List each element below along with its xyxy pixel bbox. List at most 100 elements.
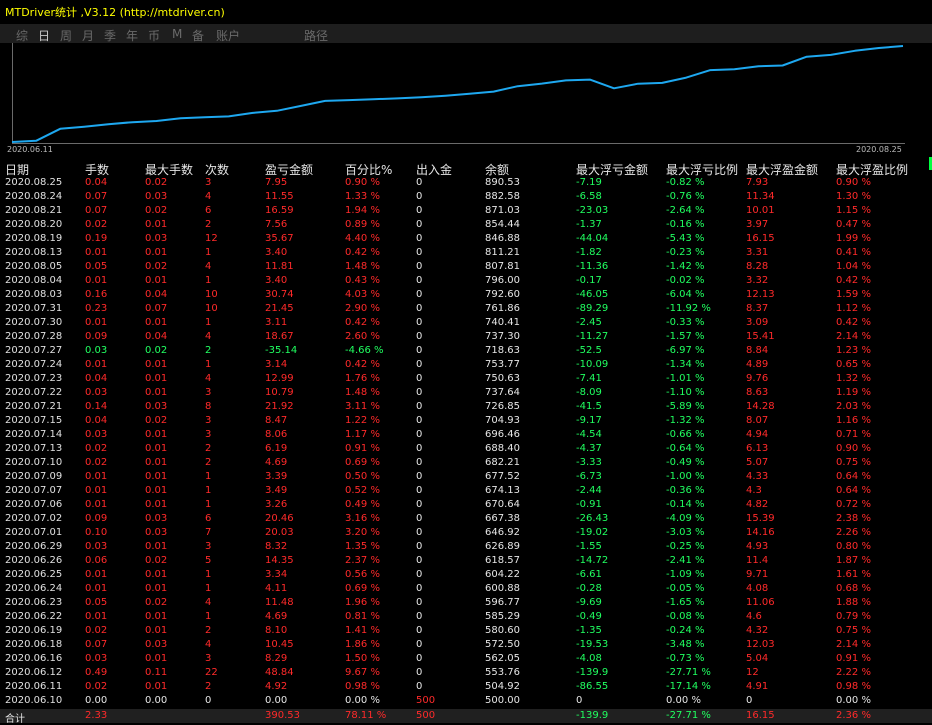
tab-monthly[interactable]: 月 <box>82 29 95 43</box>
cell-pl: 8.29 <box>265 653 288 664</box>
balance-line <box>11 45 904 143</box>
tab-summary[interactable]: 综 <box>16 29 29 43</box>
table-row[interactable]: 2020.07.01 0.10 0.03 7 20.03 3.20 % 0 646.92 -19… <box>0 526 932 540</box>
col-header-count[interactable]: 次数 <box>205 163 230 177</box>
col-header-date[interactable]: 日期 <box>5 163 30 177</box>
table-row[interactable]: 2020.07.09 0.01 0.01 1 3.39 0.50 % 0 677.52 -6.7… <box>0 470 932 484</box>
table-row[interactable]: 2020.07.24 0.01 0.01 1 3.14 0.42 % 0 753.77 -10.… <box>0 358 932 372</box>
tab-account[interactable]: 账户 <box>216 29 241 43</box>
table-row[interactable]: 2020.06.19 0.02 0.01 2 8.10 1.41 % 0 580.60 -1.3… <box>0 624 932 638</box>
cell-balance: 572.50 <box>485 639 520 650</box>
table-row[interactable]: 2020.08.04 0.01 0.01 1 3.40 0.43 % 0 796.00 -0.1… <box>0 274 932 288</box>
cell-max-float-profit: 4.93 <box>746 541 769 552</box>
tab-m[interactable]: M <box>172 27 183 41</box>
table-row[interactable]: 2020.07.22 0.03 0.01 3 10.79 1.48 % 0 737.64 -8.… <box>0 386 932 400</box>
col-header-pl[interactable]: 盈亏金额 <box>265 163 314 177</box>
cell-lots: 0.07 <box>85 191 108 202</box>
table-row[interactable]: 2020.07.06 0.01 0.01 1 3.26 0.49 % 0 670.64 -0.9… <box>0 498 932 512</box>
table-row[interactable]: 2020.06.29 0.03 0.01 3 8.32 1.35 % 0 626.89 -1.5… <box>0 540 932 554</box>
col-header-max-lots[interactable]: 最大手数 <box>145 163 194 177</box>
tab-weekly[interactable]: 周 <box>60 29 73 43</box>
col-header-max-float-profit[interactable]: 最大浮盈金额 <box>746 163 819 177</box>
col-header-max-drawdown-pct[interactable]: 最大浮亏比例 <box>666 163 739 177</box>
table-row[interactable]: 2020.07.14 0.03 0.01 3 8.06 1.17 % 0 696.46 -4.5… <box>0 428 932 442</box>
cell-percent: 1.48 % <box>345 261 380 272</box>
cell-max-lots: 0.03 <box>145 191 168 202</box>
cell-lots: 0.01 <box>85 583 108 594</box>
col-header-max-float-profit-pct[interactable]: 最大浮盈比例 <box>836 163 909 177</box>
tab-quarterly[interactable]: 季 <box>104 29 117 43</box>
cell-percent: 0.90 % <box>345 177 380 188</box>
table-row[interactable]: 2020.07.30 0.01 0.01 1 3.11 0.42 % 0 740.41 -2.4… <box>0 316 932 330</box>
tab-daily[interactable]: 日 <box>38 29 51 43</box>
cell-max-float-profit: 5.04 <box>746 653 769 664</box>
table-row[interactable]: 2020.07.15 0.04 0.02 3 8.47 1.22 % 0 704.93 -9.1… <box>0 414 932 428</box>
cell-max-drawdown: -1.35 <box>576 625 602 636</box>
table-row[interactable]: 2020.08.13 0.01 0.01 1 3.40 0.42 % 0 811.21 -1.8… <box>0 246 932 260</box>
cell-deposit: 0 <box>416 289 423 300</box>
cell-count: 1 <box>205 471 212 482</box>
cell-max-drawdown-pct: -1.32 % <box>666 415 705 426</box>
cell-deposit: 0 <box>416 485 423 496</box>
cell-max-float-profit: 11.06 <box>746 597 775 608</box>
cell-balance: 553.76 <box>485 667 520 678</box>
table-row[interactable]: 2020.07.28 0.09 0.04 4 18.67 2.60 % 0 737.30 -11… <box>0 330 932 344</box>
cell-lots: 0.01 <box>85 275 108 286</box>
table-row[interactable]: 2020.08.20 0.02 0.01 2 7.56 0.89 % 0 854.44 -1.3… <box>0 218 932 232</box>
col-header-percent[interactable]: 百分比% <box>345 163 393 177</box>
table-row[interactable]: 2020.07.13 0.02 0.01 2 6.19 0.91 % 0 688.40 -4.3… <box>0 442 932 456</box>
tab-currency[interactable]: 币 <box>148 29 161 43</box>
table-row[interactable]: 2020.08.19 0.19 0.03 12 35.67 4.40 % 0 846.88 -4… <box>0 232 932 246</box>
table-row[interactable]: 2020.06.12 0.49 0.11 22 48.84 9.67 % 0 553.76 -1… <box>0 666 932 680</box>
table-row[interactable]: 2020.07.31 0.23 0.07 10 21.45 2.90 % 0 761.86 -8… <box>0 302 932 316</box>
table-row[interactable]: 2020.07.02 0.09 0.03 6 20.46 3.16 % 0 667.38 -26… <box>0 512 932 526</box>
table-row[interactable]: 2020.06.26 0.06 0.02 5 14.35 2.37 % 0 618.57 -14… <box>0 554 932 568</box>
cell-count: 1 <box>205 317 212 328</box>
cell-percent: 4.03 % <box>345 289 380 300</box>
scroll-marker[interactable] <box>929 157 932 170</box>
table-row[interactable]: 2020.06.10 0.00 0.00 0 0.00 0.00 % 500 500.00 0 0… <box>0 694 932 708</box>
cell-max-lots: 0.04 <box>145 289 168 300</box>
tab-notes[interactable]: 备 <box>192 29 205 43</box>
cell-max-drawdown-pct: -1.09 % <box>666 569 705 580</box>
table-row[interactable]: 2020.06.24 0.01 0.01 1 4.11 0.69 % 0 600.88 -0.2… <box>0 582 932 596</box>
table-row[interactable]: 2020.08.25 0.04 0.02 3 7.95 0.90 % 0 890.53 -7.1… <box>0 176 932 190</box>
cell-deposit: 0 <box>416 261 423 272</box>
cell-max-lots: 0.02 <box>145 555 168 566</box>
table-row[interactable]: 2020.06.22 0.01 0.01 1 4.69 0.81 % 0 585.29 -0.4… <box>0 610 932 624</box>
table-row[interactable]: 2020.07.27 0.03 0.02 2 -35.14 -4.66 % 0 718.63 -… <box>0 344 932 358</box>
cell-percent: 1.76 % <box>345 373 380 384</box>
table-row[interactable]: 2020.08.03 0.16 0.04 10 30.74 4.03 % 0 792.60 -4… <box>0 288 932 302</box>
table-row[interactable]: 2020.08.21 0.07 0.02 6 16.59 1.94 % 0 871.03 -23… <box>0 204 932 218</box>
table-total-row[interactable]: 合计 2.33 390.53 78.11 % 500 -139.9 -27.71 % 16.1… <box>0 709 932 725</box>
col-header-deposit[interactable]: 出入金 <box>416 163 453 177</box>
table-row[interactable]: 2020.08.05 0.05 0.02 4 11.81 1.48 % 0 807.81 -11… <box>0 260 932 274</box>
table-row[interactable]: 2020.07.10 0.02 0.01 2 4.69 0.69 % 0 682.21 -3.3… <box>0 456 932 470</box>
cell-max-float-profit: 12.03 <box>746 639 775 650</box>
tab-path[interactable]: 路径 <box>304 29 329 43</box>
cell-lots: 0.01 <box>85 499 108 510</box>
cell-max-lots: 0.02 <box>145 345 168 356</box>
col-header-max-drawdown[interactable]: 最大浮亏金额 <box>576 163 649 177</box>
table-row[interactable]: 2020.07.07 0.01 0.01 1 3.49 0.52 % 0 674.13 -2.4… <box>0 484 932 498</box>
table-row[interactable]: 2020.08.24 0.07 0.03 4 11.55 1.33 % 0 882.58 -6.… <box>0 190 932 204</box>
cell-balance: 871.03 <box>485 205 520 216</box>
table-row[interactable]: 2020.06.18 0.07 0.03 4 10.45 1.86 % 0 572.50 -19… <box>0 638 932 652</box>
tab-yearly[interactable]: 年 <box>126 29 139 43</box>
cell-max-float-profit-pct: 0.68 % <box>836 583 871 594</box>
table-row[interactable]: 2020.06.25 0.01 0.01 1 3.34 0.56 % 0 604.22 -6.6… <box>0 568 932 582</box>
table-row[interactable]: 2020.06.23 0.05 0.02 4 11.48 1.96 % 0 596.77 -9.… <box>0 596 932 610</box>
cell-max-lots: 0.01 <box>145 275 168 286</box>
table-row[interactable]: 2020.07.23 0.04 0.01 4 12.99 1.76 % 0 750.63 -7.… <box>0 372 932 386</box>
cell-max-float-profit: 9.71 <box>746 569 769 580</box>
cell-date: 2020.07.10 <box>5 457 63 468</box>
col-header-lots[interactable]: 手数 <box>85 163 110 177</box>
cell-max-float-profit-pct: 1.04 % <box>836 261 871 272</box>
table-row[interactable]: 2020.06.11 0.02 0.01 2 4.92 0.98 % 0 504.92 -86.… <box>0 680 932 694</box>
col-header-balance[interactable]: 余额 <box>485 163 510 177</box>
cell-pl: 3.49 <box>265 485 288 496</box>
cell-count: 0 <box>205 695 212 706</box>
table-row[interactable]: 2020.06.16 0.03 0.01 3 8.29 1.50 % 0 562.05 -4.0… <box>0 652 932 666</box>
table-row[interactable]: 2020.07.21 0.14 0.03 8 21.92 3.11 % 0 726.85 -41… <box>0 400 932 414</box>
cell-max-lots: 0.01 <box>145 443 168 454</box>
